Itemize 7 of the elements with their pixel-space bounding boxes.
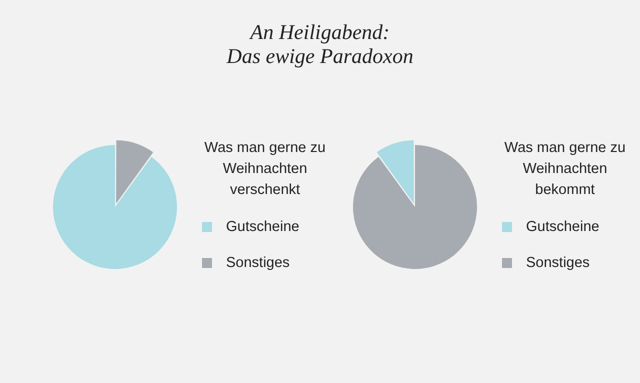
chart-title: An Heiligabend: Das ewige Paradoxon	[226, 20, 414, 68]
legend-title: Was man gerne zu Weihnachten verschenkt	[203, 139, 327, 200]
legend-label: Gutscheine	[526, 219, 600, 235]
legend-label: Sonstiges	[226, 255, 290, 271]
legend-title: Was man gerne zu Weihnachten bekommt	[503, 139, 627, 200]
legend-label: Gutscheine	[226, 219, 300, 235]
legend-label: Sonstiges	[526, 255, 590, 271]
